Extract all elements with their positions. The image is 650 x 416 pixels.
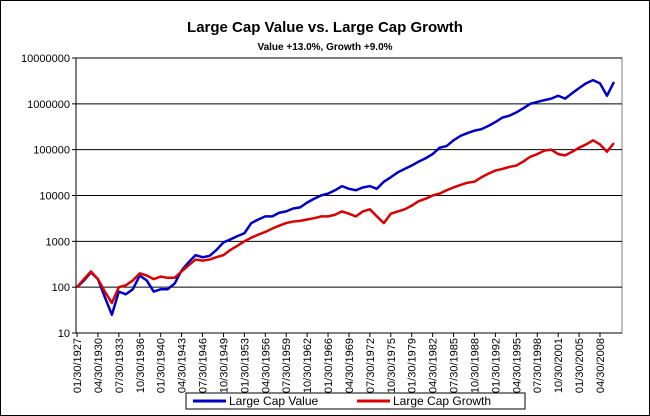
- x-tick-label: 01/30/1940: [156, 338, 168, 393]
- x-tick-label: 07/30/1985: [449, 338, 461, 393]
- x-tick-label: 10/30/1936: [135, 338, 147, 393]
- x-tick-label: 10/30/1975: [386, 338, 398, 393]
- x-tick-label: 10/30/1962: [302, 338, 314, 393]
- y-tick-label: 100000: [33, 145, 70, 157]
- legend: [185, 392, 526, 410]
- x-tick-label: 01/30/1927: [72, 338, 84, 393]
- x-tick-label: 01/30/1953: [239, 338, 251, 393]
- chart-subtitle: Value +13.0%, Growth +9.0%: [257, 42, 392, 53]
- x-tick-label: 10/30/2001: [553, 338, 565, 393]
- x-tick-label: 10/30/1949: [218, 338, 230, 393]
- x-tick-label: 04/30/1930: [93, 338, 105, 393]
- chart-title: Large Cap Value vs. Large Cap Growth: [187, 19, 463, 36]
- y-tick-label: 100: [52, 282, 70, 294]
- legend-label: Large Cap Growth: [393, 394, 491, 408]
- x-tick-label: 01/30/1966: [323, 338, 335, 393]
- y-tick-label: 1000: [46, 236, 70, 248]
- y-tick-label: 10000000: [21, 53, 70, 65]
- x-tick-label: 04/30/1995: [511, 338, 523, 393]
- x-tick-label: 04/30/1982: [428, 338, 440, 393]
- x-tick-label: 04/30/2008: [595, 338, 607, 393]
- data-line: [76, 78, 616, 317]
- x-tick-label: 01/30/1979: [407, 338, 419, 393]
- x-tick-label: 04/30/1956: [260, 338, 272, 393]
- x-tick-label: 07/30/1959: [281, 338, 293, 393]
- y-tick-label: 10000: [39, 191, 70, 203]
- y-tick-label: 10: [58, 328, 70, 340]
- x-tick-label: 07/30/1998: [532, 338, 544, 393]
- y-tick-label: 1000000: [27, 99, 70, 111]
- x-tick-label: 07/30/1972: [365, 338, 377, 393]
- legend-label: Large Cap Value: [229, 394, 319, 408]
- x-tick-label: 04/30/1943: [177, 338, 189, 393]
- data-line: [76, 139, 615, 305]
- x-tick-label: 10/30/1988: [469, 338, 481, 393]
- x-tick-label: 07/30/1946: [198, 338, 210, 393]
- x-tick-label: 07/30/1933: [114, 338, 126, 393]
- x-tick-label: 01/30/1992: [490, 338, 502, 393]
- x-tick-label: 01/30/2005: [574, 338, 586, 393]
- x-tick-label: 04/30/1969: [344, 338, 356, 393]
